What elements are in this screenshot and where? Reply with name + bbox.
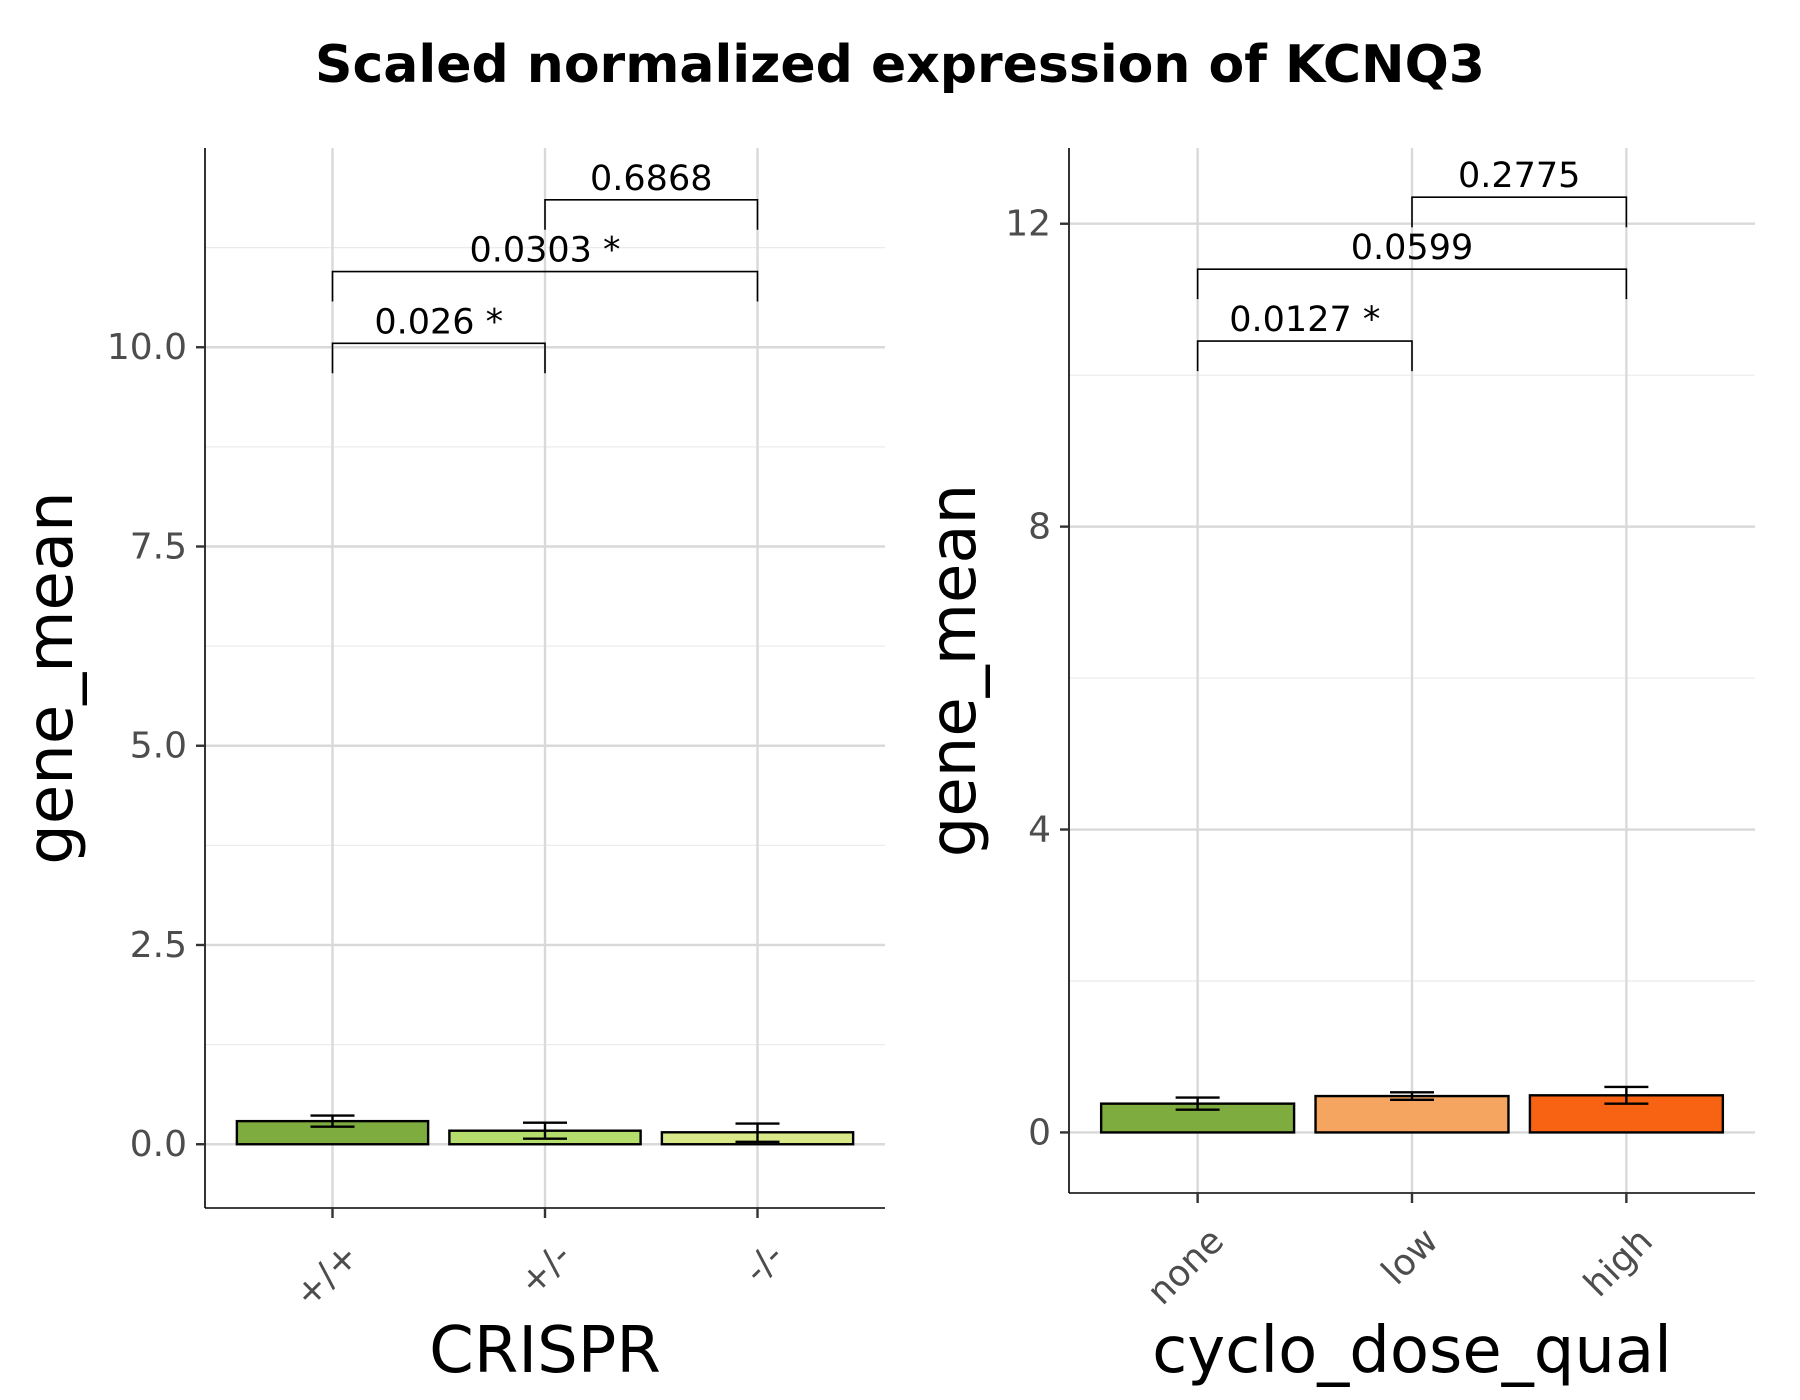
x-tick-label: -/-	[736, 1235, 792, 1291]
significance-bracket: 0.2775	[1411, 156, 1628, 228]
p-value-label: 0.2775	[1458, 156, 1580, 196]
bracket-line	[544, 199, 759, 230]
x-tick-label: low	[1374, 1220, 1446, 1292]
y-axis-title: gene_mean	[14, 491, 88, 864]
y-tick-label: 2.5	[130, 925, 187, 966]
significance-bracket: 0.0127 *	[1196, 300, 1413, 372]
panel-crispr: 0.026 * 0.0303 * 0.6868 0.0 2.5 5.0 7.5 10.0 +/+…	[14, 148, 885, 1388]
x-tick-label: none	[1140, 1220, 1232, 1312]
bracket-line	[1196, 340, 1413, 372]
panel-cyclo-dose: 0.0127 * 0.0599 0.2775 0 4 8 12 none low high cycl…	[917, 148, 1755, 1388]
y-tick-label: 5.0	[130, 726, 187, 767]
y-axis-title: gene_mean	[917, 484, 991, 857]
x-axis-title: CRISPR	[429, 1314, 661, 1388]
error-bar-high	[1604, 1085, 1649, 1105]
p-value-label: 0.026 *	[374, 302, 503, 342]
significance-bracket: 0.0599	[1196, 228, 1628, 300]
significance-bracket: 0.6868	[544, 159, 759, 230]
error-bar-+/-	[523, 1121, 567, 1140]
x-tick-label: +/-	[511, 1235, 579, 1303]
bracket-line	[1411, 196, 1628, 228]
bracket-line	[331, 270, 759, 302]
error-bar--/-	[735, 1122, 780, 1144]
bracket-line	[1196, 268, 1628, 300]
bracket-line	[331, 342, 546, 374]
y-tick-label: 4	[1028, 810, 1051, 851]
significance-bracket: 0.026 *	[331, 302, 546, 374]
y-tick-label: 0.0	[130, 1124, 187, 1165]
p-value-label: 0.0303 *	[469, 231, 620, 271]
y-tick-label: 10.0	[107, 327, 187, 368]
y-tick-label: 8	[1028, 507, 1051, 548]
bar-low	[1314, 1094, 1510, 1134]
significance-bracket: 0.0303 *	[331, 231, 759, 302]
x-tick-label: high	[1576, 1220, 1660, 1304]
y-tick-label: 7.5	[130, 526, 187, 567]
chart-title: Scaled normalized expression of KCNQ3	[315, 35, 1485, 95]
p-value-label: 0.6868	[590, 159, 712, 199]
error-bar-low	[1390, 1091, 1434, 1102]
x-axis-title: cyclo_dose_qual	[1152, 1314, 1672, 1388]
x-tick-label: +/+	[287, 1235, 367, 1315]
error-bar-+/+	[310, 1114, 355, 1128]
p-value-label: 0.0127 *	[1229, 300, 1380, 340]
p-value-label: 0.0599	[1351, 228, 1473, 268]
error-bar-none	[1175, 1096, 1220, 1111]
y-tick-label: 0	[1028, 1112, 1051, 1153]
y-tick-label: 12	[1005, 204, 1051, 245]
